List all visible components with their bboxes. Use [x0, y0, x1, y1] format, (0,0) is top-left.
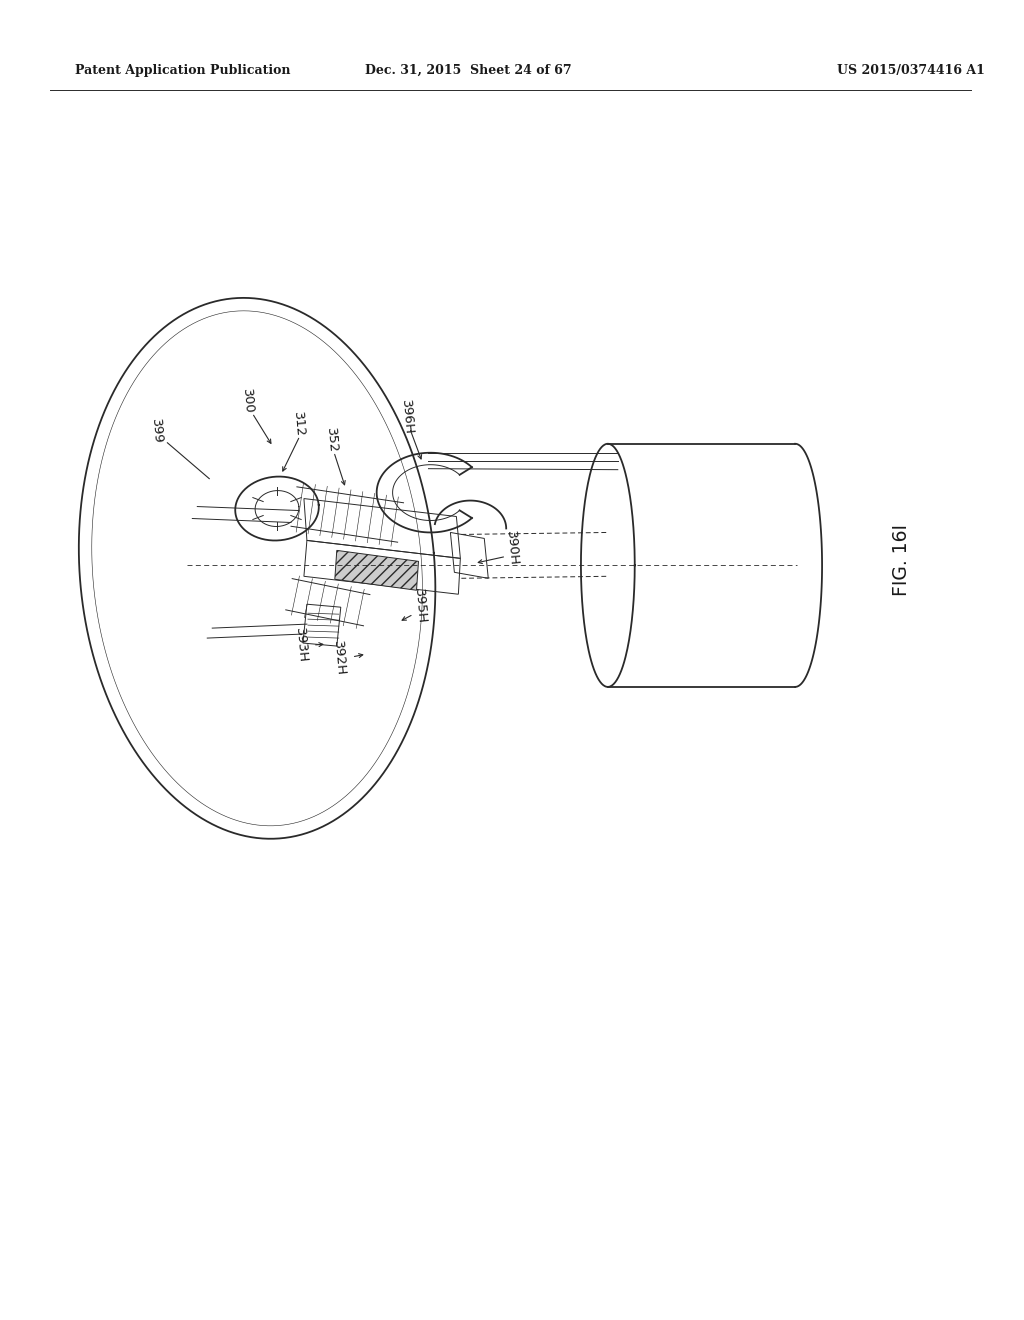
Text: 399: 399 [148, 417, 164, 444]
Text: 300: 300 [240, 388, 255, 414]
Text: US 2015/0374416 A1: US 2015/0374416 A1 [837, 63, 985, 77]
Text: FIG. 16I: FIG. 16I [892, 524, 911, 597]
Text: 393H: 393H [293, 627, 309, 663]
Text: 352: 352 [325, 428, 339, 454]
Text: 312: 312 [292, 412, 306, 438]
Text: 390H: 390H [504, 531, 520, 566]
Text: Dec. 31, 2015  Sheet 24 of 67: Dec. 31, 2015 Sheet 24 of 67 [365, 63, 571, 77]
Text: 396H: 396H [398, 399, 415, 434]
Polygon shape [335, 550, 419, 590]
Text: 392H: 392H [331, 640, 347, 676]
Text: 395H: 395H [413, 589, 428, 624]
Text: Patent Application Publication: Patent Application Publication [75, 63, 290, 77]
